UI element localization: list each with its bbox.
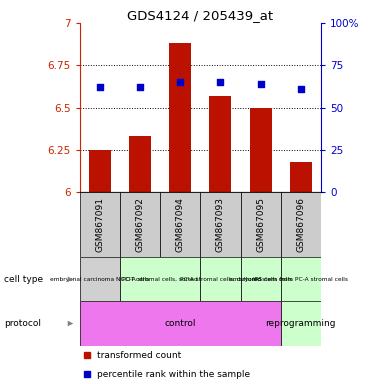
Text: GSM867093: GSM867093 bbox=[216, 197, 225, 252]
Bar bbox=[160, 192, 200, 257]
Text: PC-A stromal cells, sorted: PC-A stromal cells, sorted bbox=[122, 277, 198, 282]
Text: control: control bbox=[164, 319, 196, 328]
Point bbox=[217, 79, 223, 85]
Bar bbox=[281, 192, 321, 257]
Bar bbox=[120, 192, 160, 257]
Bar bbox=[89, 150, 111, 192]
Bar bbox=[281, 301, 321, 346]
Text: PC-A stromal cells, cultured: PC-A stromal cells, cultured bbox=[180, 277, 261, 282]
Bar bbox=[290, 162, 312, 192]
Point bbox=[97, 84, 103, 90]
Text: IPS cells from PC-A stromal cells: IPS cells from PC-A stromal cells bbox=[253, 277, 348, 282]
Text: GSM867091: GSM867091 bbox=[95, 197, 104, 252]
Bar bbox=[80, 257, 120, 301]
Point bbox=[298, 86, 304, 92]
Text: GSM867095: GSM867095 bbox=[256, 197, 265, 252]
Text: GSM867096: GSM867096 bbox=[296, 197, 305, 252]
Bar bbox=[129, 136, 151, 192]
Bar bbox=[80, 301, 281, 346]
Bar bbox=[250, 108, 272, 192]
Text: reprogramming: reprogramming bbox=[266, 319, 336, 328]
Bar bbox=[120, 257, 200, 301]
Title: GDS4124 / 205439_at: GDS4124 / 205439_at bbox=[127, 9, 273, 22]
Bar bbox=[240, 192, 281, 257]
Text: cell type: cell type bbox=[4, 275, 43, 284]
Text: percentile rank within the sample: percentile rank within the sample bbox=[96, 370, 250, 379]
Text: protocol: protocol bbox=[4, 319, 41, 328]
Text: GSM867092: GSM867092 bbox=[135, 197, 145, 252]
Bar bbox=[240, 257, 281, 301]
Text: embryonal carcinoma NCCIT cells: embryonal carcinoma NCCIT cells bbox=[50, 277, 150, 282]
Point bbox=[177, 79, 183, 85]
Bar bbox=[200, 192, 240, 257]
Text: transformed count: transformed count bbox=[96, 351, 181, 360]
Text: embryonic stem cells: embryonic stem cells bbox=[229, 277, 292, 282]
Point bbox=[137, 84, 143, 90]
Bar bbox=[281, 257, 321, 301]
Text: GSM867094: GSM867094 bbox=[176, 197, 185, 252]
Bar bbox=[209, 96, 232, 192]
Bar bbox=[169, 43, 191, 192]
Point bbox=[258, 81, 264, 87]
Bar bbox=[80, 192, 120, 257]
Bar bbox=[200, 257, 240, 301]
